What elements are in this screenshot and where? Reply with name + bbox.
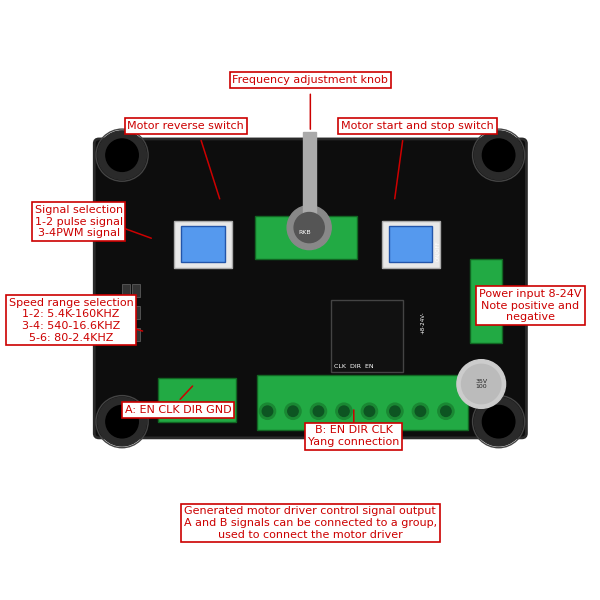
- Text: Motor start and stop switch: Motor start and stop switch: [341, 121, 494, 131]
- FancyBboxPatch shape: [181, 226, 224, 262]
- Circle shape: [390, 406, 400, 416]
- Text: Motor reverse switch: Motor reverse switch: [127, 121, 244, 131]
- FancyBboxPatch shape: [94, 139, 526, 438]
- FancyBboxPatch shape: [256, 216, 356, 259]
- FancyBboxPatch shape: [133, 328, 140, 341]
- Circle shape: [457, 359, 506, 409]
- FancyBboxPatch shape: [174, 221, 232, 268]
- Circle shape: [461, 364, 501, 404]
- FancyBboxPatch shape: [257, 376, 469, 430]
- Text: RKB: RKB: [298, 230, 311, 235]
- Circle shape: [474, 397, 523, 446]
- Circle shape: [412, 403, 428, 419]
- Circle shape: [482, 139, 515, 172]
- FancyBboxPatch shape: [331, 300, 403, 373]
- Circle shape: [285, 403, 301, 419]
- Circle shape: [336, 403, 352, 419]
- FancyBboxPatch shape: [122, 328, 130, 341]
- Circle shape: [364, 406, 374, 416]
- Circle shape: [387, 403, 403, 419]
- Circle shape: [262, 406, 272, 416]
- FancyBboxPatch shape: [122, 307, 130, 319]
- Circle shape: [259, 403, 275, 419]
- Circle shape: [294, 212, 324, 242]
- Circle shape: [287, 206, 331, 250]
- FancyBboxPatch shape: [389, 226, 432, 262]
- Circle shape: [474, 131, 523, 179]
- Circle shape: [313, 406, 323, 416]
- Text: CLK  DIR  EN: CLK DIR EN: [334, 364, 374, 369]
- Text: 35V
100: 35V 100: [475, 379, 487, 389]
- Circle shape: [440, 406, 451, 416]
- Text: +8-24V-: +8-24V-: [421, 312, 426, 334]
- FancyBboxPatch shape: [133, 284, 140, 297]
- Circle shape: [98, 397, 146, 446]
- FancyBboxPatch shape: [133, 307, 140, 319]
- Text: Signal selection
1-2 pulse signal
3-4PWM signal: Signal selection 1-2 pulse signal 3-4PWM…: [35, 205, 122, 238]
- Circle shape: [415, 406, 425, 416]
- Text: Frequency adjustment knob: Frequency adjustment knob: [232, 75, 388, 85]
- Text: Power input 8-24V
Note positive and
negative: Power input 8-24V Note positive and nega…: [479, 289, 582, 322]
- Circle shape: [310, 403, 326, 419]
- FancyBboxPatch shape: [470, 259, 502, 343]
- Text: Speed range selection
1-2: 5.4K-160KHZ
3-4: 540-16.6KHZ
5-6: 80-2.4KHZ: Speed range selection 1-2: 5.4K-160KHZ 3…: [9, 298, 133, 343]
- Text: Generated motor driver control signal output
A and B signals can be connected to: Generated motor driver control signal ou…: [184, 506, 437, 539]
- FancyBboxPatch shape: [122, 284, 130, 297]
- Circle shape: [98, 131, 146, 179]
- Circle shape: [339, 406, 349, 416]
- Bar: [303, 132, 316, 216]
- Circle shape: [482, 406, 515, 438]
- Circle shape: [106, 139, 138, 172]
- Circle shape: [438, 403, 454, 419]
- Circle shape: [288, 406, 298, 416]
- FancyBboxPatch shape: [158, 378, 236, 422]
- Circle shape: [106, 406, 138, 438]
- Text: ON/OFF: ON/OFF: [435, 241, 440, 261]
- FancyBboxPatch shape: [382, 221, 440, 268]
- Text: B: EN DIR CLK
Yang connection: B: EN DIR CLK Yang connection: [308, 425, 400, 447]
- Text: A: EN CLK DIR GND: A: EN CLK DIR GND: [125, 405, 232, 415]
- Circle shape: [361, 403, 377, 419]
